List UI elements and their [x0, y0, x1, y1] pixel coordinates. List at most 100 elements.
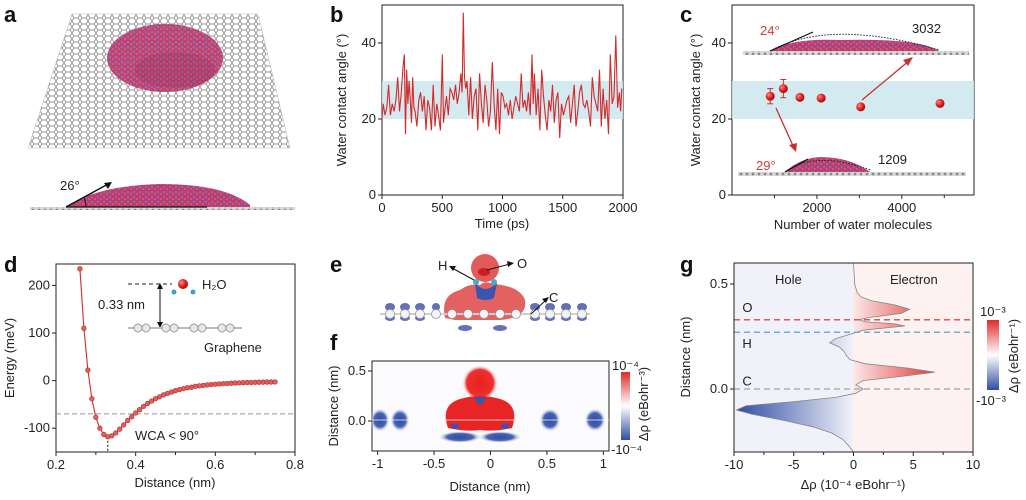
x-tick-label: -10 [725, 457, 744, 472]
y-tick-label: 0 [43, 373, 50, 388]
wca-label: WCA < 90° [135, 428, 199, 443]
series-line-drho [735, 262, 935, 453]
data-point [101, 431, 107, 437]
x-tick-label: 0.2 [47, 457, 65, 472]
data-point [117, 426, 123, 432]
label-H: H [438, 258, 447, 273]
y-tick-label: 0.5 [710, 276, 728, 291]
tangent-line-top [769, 31, 814, 52]
y-axis-label-c: Water contact angle (°) [688, 34, 703, 167]
y-axis-label-b: Water contact angle (°) [334, 34, 349, 167]
data-point [765, 91, 775, 101]
y-tick-label: 20 [362, 111, 376, 126]
water-droplet-shade [135, 52, 215, 88]
data-point [856, 102, 866, 112]
contact-angle-line [65, 182, 111, 208]
o-pointer [486, 263, 511, 271]
angle-label-bottom: 29° [756, 158, 776, 173]
panel-letter-d: d [4, 252, 17, 277]
data-point [77, 266, 83, 272]
h-pointer [451, 267, 475, 281]
arrow-to-3032 [861, 59, 911, 101]
droplet-3032-outline [769, 33, 940, 52]
y-tick-label: 0.5 [348, 363, 366, 378]
x-tick-label: 0.4 [127, 457, 145, 472]
tangent-line-bottom [784, 158, 809, 173]
colorbar-min-f: -10⁻⁴ [611, 442, 642, 457]
y-tick-label: 40 [712, 35, 726, 50]
droplet-3032 [770, 39, 939, 51]
hydrogen-depletion [475, 283, 497, 300]
colorbar-min-g: -10⁻³ [976, 393, 1007, 408]
x-tick-label: 0.8 [286, 457, 304, 472]
y-axis-label-f: Distance (nm) [326, 366, 341, 447]
y-axis-label-d: Energy (meV) [2, 318, 17, 398]
x-tick-label: 0.5 [538, 456, 556, 471]
x-tick-label: -0.5 [423, 456, 445, 471]
hole-area [736, 263, 854, 452]
data-point [935, 98, 945, 108]
contact-angle-arrowhead [104, 182, 112, 189]
panel-letter-e: e [330, 252, 342, 277]
data-point [272, 379, 278, 385]
x-tick-label: 500 [431, 200, 453, 215]
x-tick-label: 1 [600, 456, 607, 471]
data-point [125, 417, 131, 424]
panel-f: f -1 -0.5 0 0.5 1 0.0 0.5 10⁻⁴ -10⁻⁴ Δρ (eBohr… [326, 330, 651, 494]
oxygen-atom-icon [178, 279, 188, 289]
x-axis-label-d: Distance (nm) [135, 475, 216, 490]
droplet-1209 [785, 157, 870, 172]
hole-label: Hole [775, 272, 802, 287]
data-point [133, 410, 139, 416]
contact-angle-label: 26° [60, 178, 80, 193]
panel-c: c 2000 4000 0 20 40 24° 3032 29° 1209 Number… [680, 2, 975, 232]
y-tick-label: -100 [24, 420, 50, 435]
panel-letter-c: c [680, 2, 692, 27]
x-axis-label-b: Time (ps) [475, 216, 529, 231]
angle-arc [83, 197, 87, 208]
data-point [113, 430, 119, 436]
h-pointer-arrowhead [449, 266, 456, 271]
distance-label: 0.33 nm [98, 297, 145, 312]
graphene-side [30, 207, 295, 210]
data-point [137, 407, 143, 413]
data-point [97, 425, 103, 431]
colorbar-g [987, 320, 999, 390]
x-tick-label: 1000 [488, 200, 517, 215]
y-tick-label: 0 [719, 187, 726, 202]
x-axis-label-c: Number of water molecules [774, 217, 933, 232]
x-tick-label: 2000 [802, 200, 831, 215]
data-point [778, 84, 788, 94]
h2o-label: H₂O [202, 277, 227, 292]
plot-area-g [733, 262, 974, 453]
arrow-to-1209 [775, 107, 795, 149]
graphene-chain-icon [128, 323, 242, 333]
carbon-atoms [385, 309, 587, 319]
data-point [145, 400, 151, 407]
y-tick-label: 0.0 [710, 381, 728, 396]
data-point [93, 414, 99, 420]
colorbar-label-f: Δρ (eBohr⁻³) [636, 367, 651, 441]
atom-label-O: O [742, 300, 752, 315]
atom-label-C: C [742, 374, 751, 389]
charge-accumulation-cloud [444, 282, 526, 320]
data-point [109, 433, 115, 439]
label-O: O [517, 256, 527, 271]
y-tick-label: 40 [362, 35, 376, 50]
panel-letter-f: f [330, 330, 338, 355]
graphene-sheet-bottom [738, 172, 966, 176]
y-axis-label-g: Distance (nm) [678, 317, 693, 398]
data-point [149, 398, 155, 404]
x-axis-label-f: Distance (nm) [450, 479, 531, 494]
y-tick-label: 20 [712, 111, 726, 126]
y-tick-label: 0.0 [348, 413, 366, 428]
electron-area [853, 263, 935, 452]
x-tick-label: -1 [372, 456, 384, 471]
hydrogen-atom-icon [473, 279, 479, 285]
series-line-contact-angle [381, 12, 623, 139]
x-tick-label: 2000 [609, 200, 638, 215]
arrowhead-1209 [789, 143, 797, 152]
panel-b: b 0 500 1000 1500 2000 0 20 40 Time (ps) Water … [330, 2, 637, 231]
panel-letter-a: a [4, 2, 17, 27]
water-droplet-top [107, 24, 223, 92]
